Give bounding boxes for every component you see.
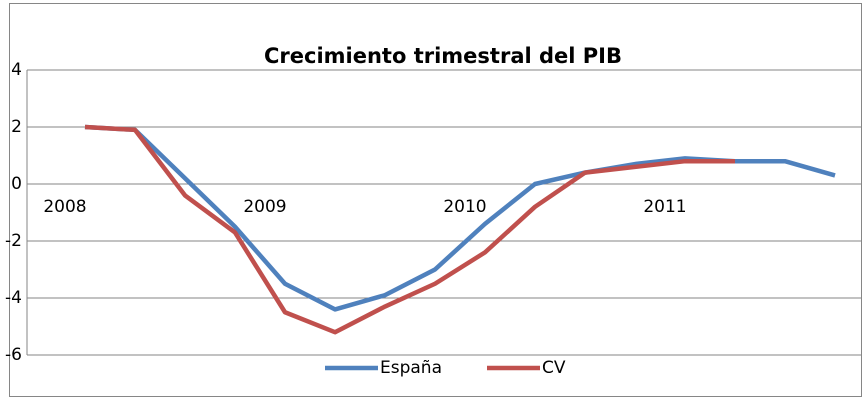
x-tick-label: 2010 xyxy=(443,197,486,217)
legend-label: España xyxy=(380,358,442,378)
y-tick-label: -2 xyxy=(5,231,22,251)
y-tick-label: -4 xyxy=(5,288,22,308)
chart-title: Crecimiento trimestral del PIB xyxy=(264,44,622,68)
y-tick-label: 0 xyxy=(11,174,22,194)
x-tick-label: 2009 xyxy=(243,197,286,217)
y-tick-label: -6 xyxy=(5,345,22,365)
x-tick-label: 2008 xyxy=(43,197,86,217)
legend-label: CV xyxy=(542,358,566,378)
y-tick-label: 2 xyxy=(11,117,22,137)
chart-border xyxy=(9,3,862,397)
x-tick-label: 2011 xyxy=(643,197,686,217)
series-line xyxy=(84,124,735,335)
y-tick-label: 4 xyxy=(11,60,22,80)
